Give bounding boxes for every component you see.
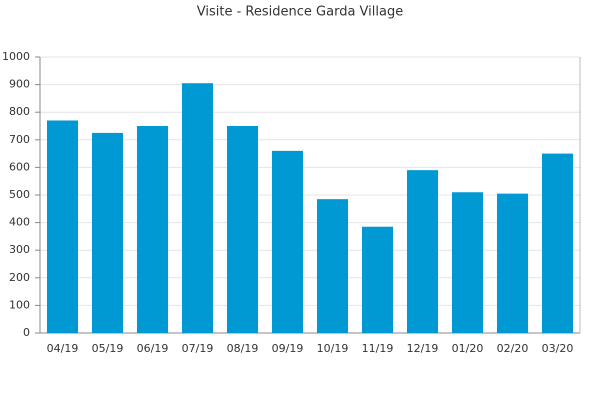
y-tick-label: 800 [9, 105, 30, 118]
bar [226, 126, 259, 333]
y-tick-label: 500 [9, 188, 30, 201]
bar [181, 83, 214, 333]
bar [316, 199, 349, 333]
y-tick-label: 0 [23, 326, 30, 339]
x-tick-label: 12/19 [407, 342, 439, 355]
x-tick-label: 04/19 [47, 342, 79, 355]
x-tick-label: 01/20 [452, 342, 484, 355]
bar [91, 132, 124, 333]
bar [136, 126, 169, 333]
y-tick-label: 900 [9, 78, 30, 91]
chart-title: Visite - Residence Garda Village [197, 5, 403, 20]
x-tick-label: 10/19 [317, 342, 349, 355]
bar [46, 120, 79, 333]
x-tick-label: 07/19 [182, 342, 214, 355]
x-tick-label: 08/19 [227, 342, 259, 355]
bar [271, 150, 304, 333]
y-tick-label: 100 [9, 298, 30, 311]
x-tick-label: 09/19 [272, 342, 304, 355]
bar [406, 170, 439, 333]
y-tick-label: 300 [9, 243, 30, 256]
x-tick-label: 06/19 [137, 342, 169, 355]
x-tick-label: 02/20 [497, 342, 529, 355]
y-tick-label: 400 [9, 216, 30, 229]
bar [496, 193, 529, 333]
y-tick-label: 600 [9, 160, 30, 173]
y-tick-label: 700 [9, 133, 30, 146]
x-tick-label: 05/19 [92, 342, 124, 355]
y-tick-label: 1000 [2, 50, 30, 63]
bar [541, 153, 574, 333]
x-tick-label: 03/20 [542, 342, 574, 355]
x-tick-label: 11/19 [362, 342, 394, 355]
bar [361, 226, 394, 333]
y-tick-label: 200 [9, 271, 30, 284]
bar [451, 192, 484, 333]
